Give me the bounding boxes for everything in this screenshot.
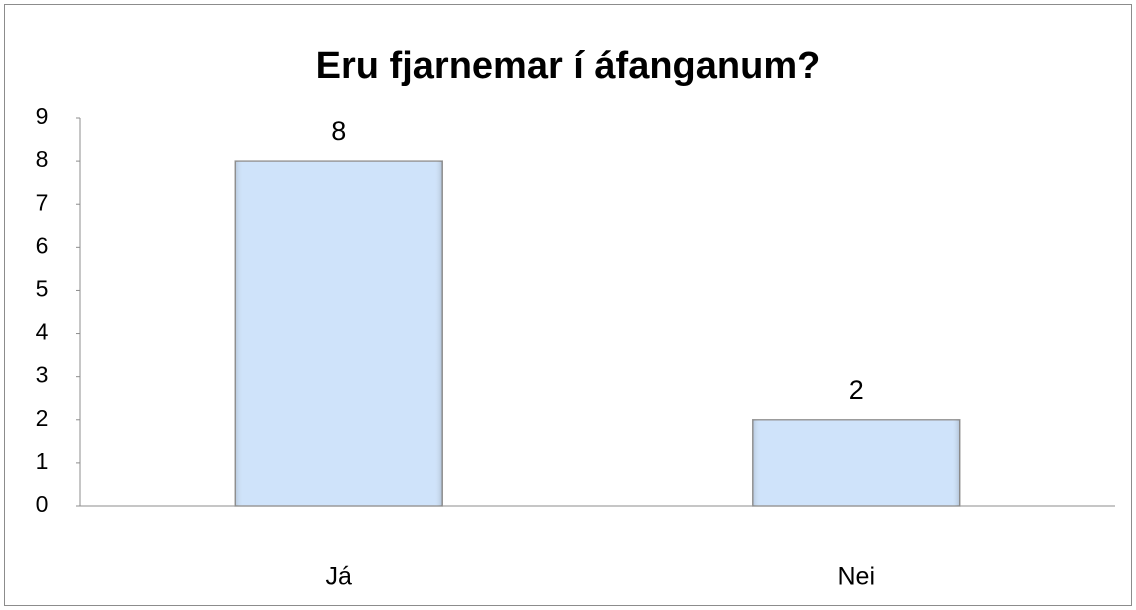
y-tick-label: 3 xyxy=(36,362,49,388)
y-tick-label: 9 xyxy=(36,103,49,129)
data-label: 2 xyxy=(849,375,864,405)
y-tick-label: 8 xyxy=(36,146,49,172)
chart-title: Eru fjarnemar í áfanganum? xyxy=(316,45,821,87)
y-tick-label: 6 xyxy=(36,232,49,258)
y-tick-label: 5 xyxy=(36,276,49,302)
y-tick-label: 7 xyxy=(36,189,49,215)
bar xyxy=(752,419,961,507)
y-tick-label: 2 xyxy=(36,405,49,431)
y-tick-label: 1 xyxy=(36,448,49,474)
chart-border xyxy=(4,4,1132,606)
y-tick-label: 0 xyxy=(36,491,49,517)
y-tick-label: 4 xyxy=(36,319,49,345)
bar xyxy=(234,160,443,507)
data-label: 8 xyxy=(331,116,346,146)
x-tick-label: Nei xyxy=(837,563,875,591)
x-tick-label: Já xyxy=(326,563,353,591)
